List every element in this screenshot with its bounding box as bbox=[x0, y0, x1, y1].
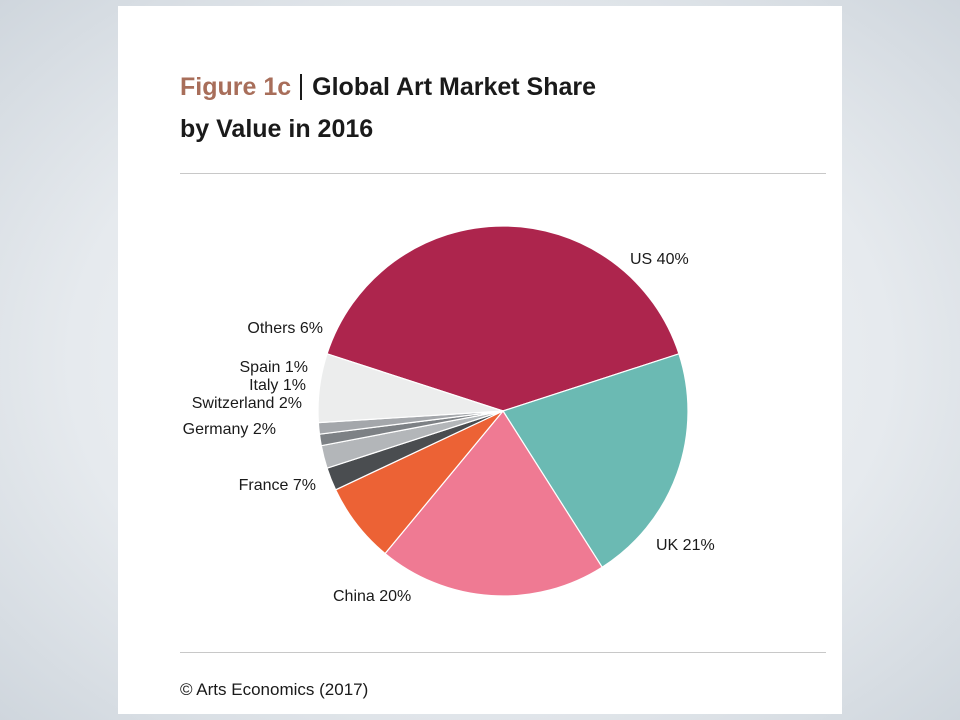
source-credit: © Arts Economics (2017) bbox=[180, 680, 369, 699]
pie-slice-us bbox=[326, 225, 680, 412]
pie-chart: US 40% UK 21% China 20% France 7% Germany 2%… bbox=[183, 225, 715, 605]
slice-label-china: China 20% bbox=[333, 588, 411, 605]
slice-label-italy: Italy 1% bbox=[249, 377, 306, 394]
slice-label-switzerland: Switzerland 2% bbox=[192, 395, 302, 412]
figure-title-text: Global Art Market Share bbox=[312, 73, 597, 101]
figure-card: Figure 1c Global Art Market Share by Valu… bbox=[118, 6, 842, 714]
top-divider bbox=[180, 173, 826, 174]
figure-label: Figure 1c bbox=[180, 73, 292, 101]
title-separator bbox=[300, 74, 303, 100]
slice-label-france: France 7% bbox=[239, 477, 316, 494]
pie-slice-china bbox=[384, 409, 603, 597]
slice-label-spain: Spain 1% bbox=[240, 359, 309, 376]
slice-label-uk: UK 21% bbox=[656, 537, 715, 554]
pie-slice-others bbox=[317, 353, 504, 424]
pie-slice-uk bbox=[502, 353, 689, 569]
slice-label-others: Others 6% bbox=[247, 320, 323, 337]
slice-label-us: US 40% bbox=[630, 251, 689, 268]
slice-label-germany: Germany 2% bbox=[183, 421, 276, 438]
bottom-divider bbox=[180, 652, 826, 653]
figure-title: Figure 1c Global Art Market Share bbox=[180, 72, 596, 102]
figure-subtitle: by Value in 2016 bbox=[180, 115, 374, 143]
